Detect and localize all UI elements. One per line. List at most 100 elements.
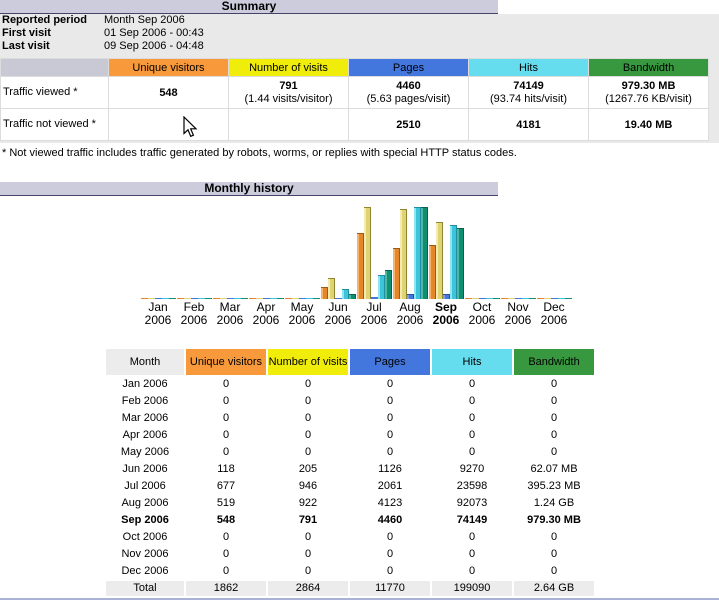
chart-month-label: Oct 2006 bbox=[464, 301, 500, 327]
table-cell: 0 bbox=[432, 530, 512, 545]
monthly-header-row: Month Unique visitors Number of visits Page… bbox=[106, 349, 594, 375]
table-row: May 2006 0 0 0 0 0 bbox=[106, 445, 594, 460]
info-label: First visit bbox=[2, 27, 51, 39]
month-year: 2006 bbox=[180, 313, 208, 327]
table-cell: 2510 bbox=[349, 109, 468, 140]
chart-bar-number-of-visits bbox=[147, 298, 155, 299]
chart-bar-hits bbox=[161, 298, 169, 299]
cell-main-value: 548 bbox=[159, 86, 178, 99]
summary-header-row: Unique visitors Number of visits Pages Hits… bbox=[1, 59, 708, 76]
chart-bar-hits bbox=[485, 298, 493, 299]
chart-bar-pages bbox=[370, 297, 378, 299]
chart-bar-unique-visitors bbox=[284, 298, 292, 299]
chart-bar-hits bbox=[233, 298, 241, 299]
chart-bar-number-of-visits bbox=[363, 207, 371, 299]
table-row: Jan 2006 0 0 0 0 0 bbox=[106, 377, 594, 392]
column-header-month: Month bbox=[106, 349, 184, 375]
chart-bar-pages bbox=[514, 298, 522, 299]
chart-bar-hits bbox=[197, 298, 205, 299]
monthly-history-section-title: Monthly history bbox=[0, 182, 498, 196]
table-cell: 11770 bbox=[350, 581, 430, 596]
chart-month-label: Jul 2006 bbox=[356, 301, 392, 327]
chart-bar-number-of-visits bbox=[327, 278, 335, 299]
table-cell: 0 bbox=[350, 394, 430, 409]
chart-month-label: Dec 2006 bbox=[536, 301, 572, 327]
month-name: Jan bbox=[148, 300, 168, 314]
table-cell: 0 bbox=[268, 564, 348, 579]
table-cell: 0 bbox=[432, 394, 512, 409]
monthly-history-table: Month Unique visitors Number of visits Page… bbox=[104, 347, 596, 598]
table-cell: 0 bbox=[514, 377, 594, 392]
chart-bar-hits bbox=[305, 298, 313, 299]
table-cell: 0 bbox=[514, 547, 594, 562]
chart-bar-bandwidth-mb- bbox=[240, 298, 248, 299]
chart-bar-bandwidth-mb- bbox=[348, 294, 356, 299]
chart-month-group bbox=[500, 207, 536, 299]
table-cell: 0 bbox=[432, 411, 512, 426]
table-cell: 0 bbox=[268, 530, 348, 545]
chart-bar-unique-visitors bbox=[500, 298, 508, 299]
table-row: Jun 2006 118 205 1126 9270 62.07 MB bbox=[106, 462, 594, 477]
table-cell: 0 bbox=[514, 411, 594, 426]
table-cell: 791 (1.44 visits/visitor) bbox=[229, 77, 348, 108]
table-cell: 92073 bbox=[432, 496, 512, 511]
table-cell: 0 bbox=[350, 411, 430, 426]
table-cell: 946 bbox=[268, 479, 348, 494]
table-cell: 979.30 MB bbox=[514, 513, 594, 528]
table-cell: 1862 bbox=[186, 581, 266, 596]
chart-bar-number-of-visits bbox=[435, 222, 443, 299]
cell-sub-value: (5.63 pages/visit) bbox=[366, 93, 451, 105]
chart-bar-hits bbox=[341, 289, 349, 299]
summary-header-corner bbox=[1, 59, 108, 76]
table-cell: 199090 bbox=[432, 581, 512, 596]
table-cell: 1126 bbox=[350, 462, 430, 477]
chart-bar-number-of-visits bbox=[183, 298, 191, 299]
table-cell: 118 bbox=[186, 462, 266, 477]
chart-bar-unique-visitors bbox=[320, 287, 328, 299]
table-row: Sep 2006 548 791 4460 74149 979.30 MB bbox=[106, 513, 594, 528]
chart-bar-unique-visitors bbox=[428, 245, 436, 299]
table-cell: 4123 bbox=[350, 496, 430, 511]
column-header-unique-visitors: Unique visitors bbox=[109, 59, 228, 76]
table-cell: 0 bbox=[350, 530, 430, 545]
table-row: Nov 2006 0 0 0 0 0 bbox=[106, 547, 594, 562]
chart-month-label: Sep 2006 bbox=[428, 301, 464, 327]
info-row: Last visit 09 Sep 2006 - 04:48 bbox=[0, 40, 719, 53]
table-cell: 23598 bbox=[432, 479, 512, 494]
column-header-unique-visitors: Unique visitors bbox=[186, 349, 266, 375]
table-cell: 0 bbox=[514, 428, 594, 443]
column-header-pages: Pages bbox=[349, 59, 468, 76]
table-cell: 205 bbox=[268, 462, 348, 477]
chart-bar-number-of-visits bbox=[219, 298, 227, 299]
table-cell: 0 bbox=[186, 394, 266, 409]
chart-bar-hits bbox=[449, 225, 457, 299]
table-cell: 0 bbox=[350, 564, 430, 579]
chart-bar-pages bbox=[298, 298, 306, 299]
table-row: Apr 2006 0 0 0 0 0 bbox=[106, 428, 594, 443]
month-year: 2006 bbox=[504, 313, 532, 327]
month-name: Aug bbox=[399, 300, 421, 314]
mouse-cursor bbox=[183, 116, 198, 138]
summary-band: Reported period Month Sep 2006 First visit… bbox=[0, 14, 719, 143]
chart-month-label: Jun 2006 bbox=[320, 301, 356, 327]
table-cell: 0 bbox=[514, 530, 594, 545]
table-cell: 0 bbox=[268, 377, 348, 392]
summary-table: Unique visitors Number of visits Pages Hits… bbox=[0, 58, 709, 141]
month-name: Jun bbox=[328, 300, 348, 314]
month-year: 2006 bbox=[432, 313, 460, 327]
table-cell: 0 bbox=[432, 445, 512, 460]
info-label: Last visit bbox=[2, 40, 50, 52]
column-header-hits: Hits bbox=[432, 349, 512, 375]
row-label: Traffic not viewed * bbox=[1, 109, 108, 140]
table-cell: Aug 2006 bbox=[106, 496, 184, 511]
table-cell: 74149 (93.74 hits/visit) bbox=[469, 77, 588, 108]
table-cell: 0 bbox=[186, 411, 266, 426]
chart-month-group bbox=[248, 207, 284, 299]
table-cell: 395.23 MB bbox=[514, 479, 594, 494]
cell-main-value: 791 bbox=[279, 80, 298, 92]
chart-month-label: Apr 2006 bbox=[248, 301, 284, 327]
table-cell: 979.30 MB (1267.76 KB/visit) bbox=[589, 77, 708, 108]
chart-bar-hits bbox=[269, 298, 277, 299]
month-year: 2006 bbox=[360, 313, 388, 327]
chart-bar-pages bbox=[226, 298, 234, 299]
